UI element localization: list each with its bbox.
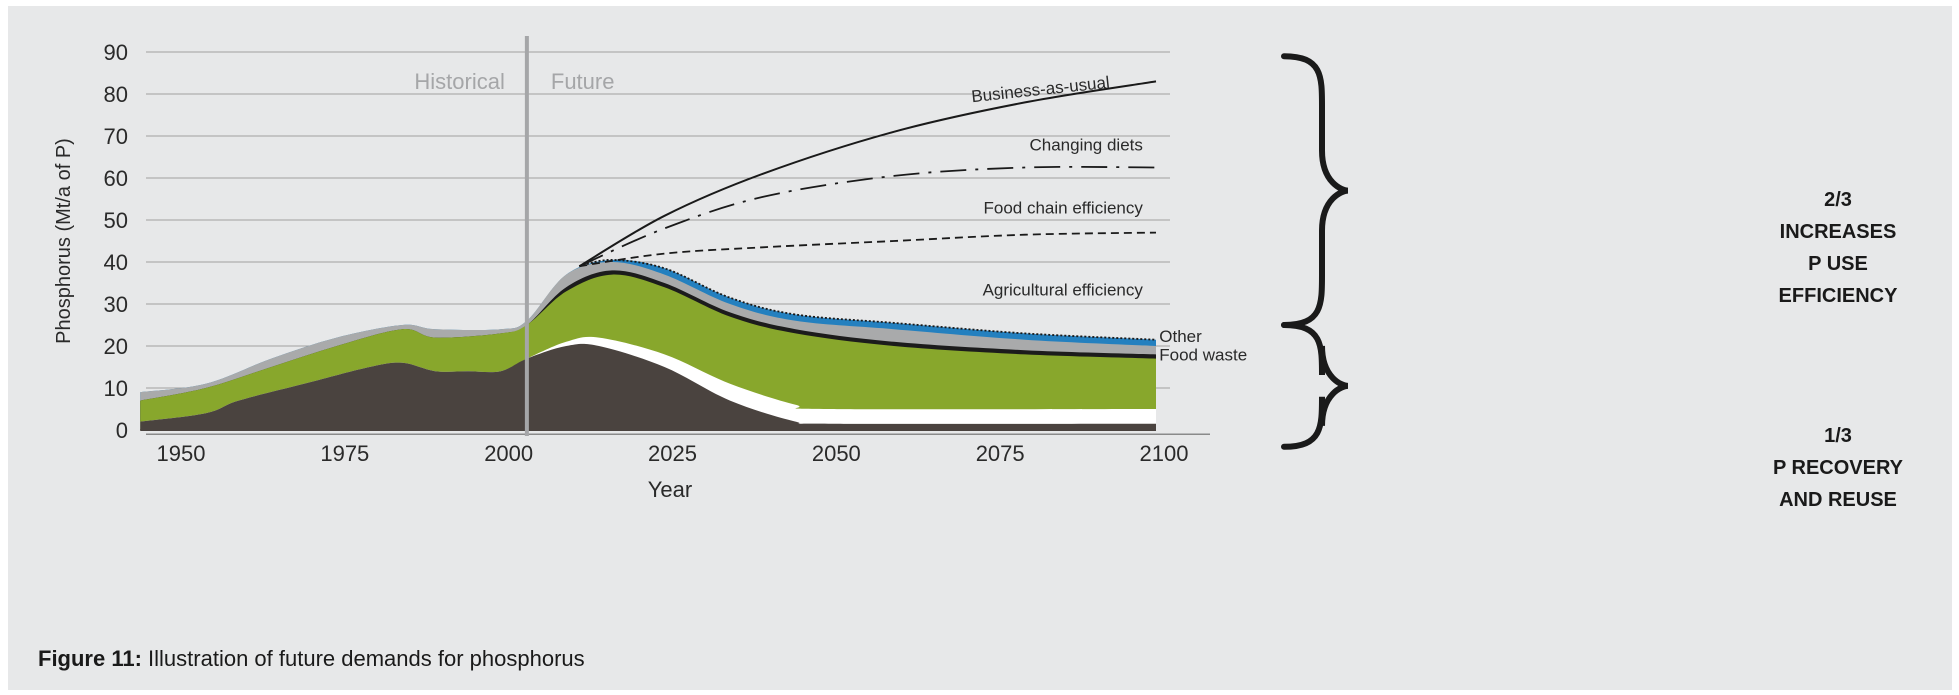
annotation-upper-line: P USE (1808, 253, 1868, 275)
y-tick-label: 20 (104, 334, 128, 359)
historical-label: Historical (414, 69, 504, 94)
scenario-line (578, 165, 1157, 268)
y-tick-label: 90 (104, 40, 128, 65)
x-tick-label: 2100 (1140, 441, 1189, 466)
series-label: Changing diets (1029, 136, 1142, 155)
scenario-line (579, 258, 1157, 341)
annotation-upper-line: INCREASES (1779, 221, 1897, 243)
annotation-lower-line: P RECOVERY (1772, 457, 1904, 479)
y-tick-label: 80 (104, 82, 128, 107)
y-tick-label: 60 (104, 166, 128, 191)
annotation-lower: 1/3 P RECOVERY AND REUSE (1718, 420, 1958, 516)
phosphorus-chart: 0 10 20 30 40 50 60 70 80 90 1950 1975 2000 2025 2050 2… (53, 36, 1349, 502)
series-label: Food chain efficiency (983, 199, 1143, 218)
annotation-lower-line: AND REUSE (1779, 489, 1897, 511)
x-axis-title: Year (648, 477, 692, 502)
annotation-upper-line: EFFICIENCY (1778, 285, 1898, 307)
brace-upper (1281, 53, 1349, 328)
y-tick-label: 0 (116, 418, 128, 443)
annotation-upper: 2/3 INCREASES P USE EFFICIENCY (1718, 184, 1958, 312)
x-tick-label: 2025 (648, 441, 697, 466)
x-tick-label: 1950 (157, 441, 206, 466)
scenario-line (579, 231, 1157, 268)
x-tick-label: 2000 (484, 441, 533, 466)
figure-caption: Figure 11: Illustration of future demand… (38, 646, 585, 672)
x-tick-label: 2075 (976, 441, 1025, 466)
annotation-upper-line: 2/3 (1824, 189, 1852, 211)
figure-panel: 0 10 20 30 40 50 60 70 80 90 1950 1975 2000 2025 2050 2… (8, 6, 1952, 690)
y-tick-label: 70 (104, 124, 128, 149)
series-label: Food waste (1159, 346, 1247, 365)
y-tick-label: 50 (104, 208, 128, 233)
x-tick-label: 1975 (320, 441, 369, 466)
x-tick-label: 2050 (812, 441, 861, 466)
scenario-line (578, 80, 1157, 268)
y-tick-label: 30 (104, 292, 128, 317)
y-tick-label: 10 (104, 376, 128, 401)
annotation-lower-line: 1/3 (1824, 425, 1852, 447)
y-tick-label: 40 (104, 250, 128, 275)
series-label: Other (1159, 327, 1202, 346)
series-label: Agricultural efficiency (983, 281, 1144, 300)
y-axis-title: Phosphorus (Mt/a of P) (53, 138, 75, 344)
future-label: Future (551, 69, 615, 94)
figure-label: Figure 11: (38, 646, 142, 671)
figure-caption-text: Illustration of future demands for phosp… (148, 646, 585, 671)
series-label: Business-as-usual (970, 73, 1110, 106)
area-layer (140, 343, 1156, 430)
brace-lower (1281, 322, 1349, 450)
